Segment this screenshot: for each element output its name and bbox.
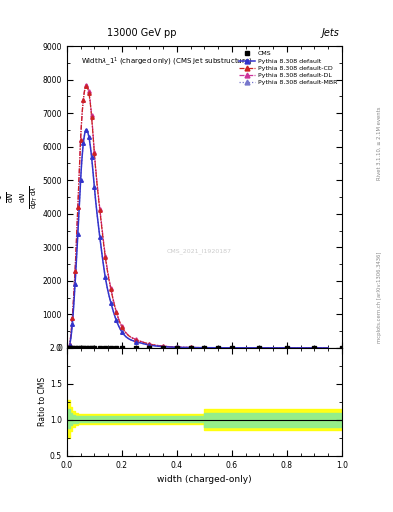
Text: Jets: Jets <box>322 28 340 38</box>
Text: Rivet 3.1.10, ≥ 2.1M events: Rivet 3.1.10, ≥ 2.1M events <box>377 106 382 180</box>
Legend: CMS, Pythia 8.308 default, Pythia 8.308 default-CD, Pythia 8.308 default-DL, Pyt: CMS, Pythia 8.308 default, Pythia 8.308 … <box>237 49 339 88</box>
Text: Width$\lambda\_1^1$ (charged only) (CMS jet substructure): Width$\lambda\_1^1$ (charged only) (CMS … <box>81 55 252 68</box>
X-axis label: width (charged-only): width (charged-only) <box>157 475 252 484</box>
Y-axis label: $\mathrm{1}$
$\overline{\mathrm{d}N}$
$\mathrm{d}N$
$\overline{\mathrm{d}p_T\,\m: $\mathrm{1}$ $\overline{\mathrm{d}N}$ $\… <box>0 185 40 209</box>
Y-axis label: Ratio to CMS: Ratio to CMS <box>38 377 47 426</box>
Text: CMS_2021_I1920187: CMS_2021_I1920187 <box>166 248 231 254</box>
Text: mcplots.cern.ch [arXiv:1306.3436]: mcplots.cern.ch [arXiv:1306.3436] <box>377 251 382 343</box>
Text: 13000 GeV pp: 13000 GeV pp <box>107 28 176 38</box>
